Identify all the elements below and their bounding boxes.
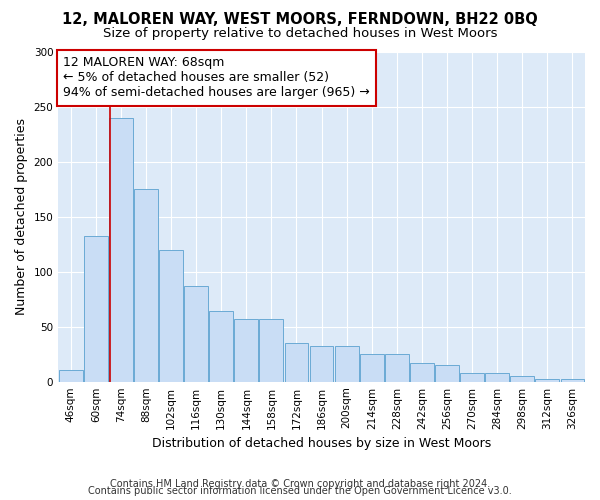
Bar [84,236,108,382]
Y-axis label: Number of detached properties: Number of detached properties [15,118,28,315]
Bar [560,380,584,382]
Bar [59,370,83,382]
Bar [385,354,409,382]
Bar [485,373,509,382]
Bar [310,346,334,382]
Bar [109,118,133,382]
Text: Contains public sector information licensed under the Open Government Licence v3: Contains public sector information licen… [88,486,512,496]
Bar [460,373,484,382]
Bar [511,376,534,382]
Bar [209,311,233,382]
Text: 12, MALOREN WAY, WEST MOORS, FERNDOWN, BH22 0BQ: 12, MALOREN WAY, WEST MOORS, FERNDOWN, B… [62,12,538,28]
Text: Contains HM Land Registry data © Crown copyright and database right 2024.: Contains HM Land Registry data © Crown c… [110,479,490,489]
Text: Size of property relative to detached houses in West Moors: Size of property relative to detached ho… [103,26,497,40]
Bar [159,250,183,382]
Bar [435,365,459,382]
Bar [235,319,258,382]
Bar [259,319,283,382]
Bar [184,286,208,382]
Text: 12 MALOREN WAY: 68sqm
← 5% of detached houses are smaller (52)
94% of semi-detac: 12 MALOREN WAY: 68sqm ← 5% of detached h… [64,56,370,100]
Bar [335,346,359,382]
Bar [410,363,434,382]
Bar [134,189,158,382]
Bar [284,343,308,382]
X-axis label: Distribution of detached houses by size in West Moors: Distribution of detached houses by size … [152,437,491,450]
Bar [360,354,383,382]
Bar [535,380,559,382]
